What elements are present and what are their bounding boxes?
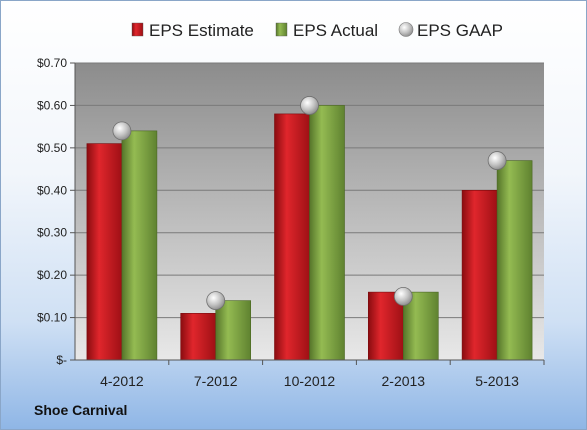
- x-category-label: 7-2012: [194, 373, 238, 389]
- eps-estimate-bar: [180, 313, 216, 361]
- y-tick-label: $0.60: [37, 98, 67, 112]
- x-axis: 4-2012 7-2012 10-2012 2-2013 5-2013: [75, 359, 545, 389]
- eps-actual-bar: [121, 130, 158, 361]
- eps-estimate-bar: [274, 113, 310, 361]
- legend-label: EPS GAAP: [417, 21, 503, 40]
- eps-estimate-bar: [86, 143, 123, 361]
- y-tick-label: $0.70: [37, 56, 67, 70]
- eps-gaap-marker: [206, 291, 226, 311]
- eps-estimate-bar: [461, 189, 498, 361]
- x-category-label: 5-2013: [475, 373, 519, 389]
- y-tick-label: $0.40: [37, 183, 67, 197]
- y-tick-label: $0.10: [37, 311, 67, 325]
- y-tick-label: $0.50: [37, 141, 67, 155]
- eps-gaap-marker: [300, 96, 319, 115]
- eps-actual-bar: [309, 105, 345, 361]
- legend-estimate-swatch: [131, 22, 144, 37]
- x-category-label: 10-2012: [284, 373, 336, 389]
- legend-label: EPS Actual: [293, 21, 378, 40]
- eps-actual-bar: [496, 160, 533, 361]
- y-tick-label: $0.20: [37, 268, 67, 282]
- company-name: Shoe Carnival: [34, 402, 128, 418]
- legend: EPS Estimate EPS Actual EPS GAAP: [131, 21, 503, 40]
- eps-gaap-marker: [393, 286, 413, 306]
- legend-label: EPS Estimate: [149, 21, 254, 40]
- legend-gaap-swatch: [398, 22, 414, 37]
- x-category-label: 2-2013: [382, 373, 426, 389]
- gaap-markers: [112, 96, 507, 311]
- eps-gaap-marker: [112, 121, 132, 141]
- y-tick-label: $0.30: [37, 226, 67, 240]
- eps-gaap-marker: [487, 151, 507, 170]
- x-category-label: 4-2012: [100, 373, 144, 389]
- legend-actual-swatch: [275, 22, 288, 37]
- y-tick-label: $-: [56, 353, 67, 367]
- eps-actual-bar: [215, 300, 251, 361]
- y-axis: $- $0.10 $0.20 $0.30 $0.40 $0.50 $0.60 $0.70: [37, 56, 76, 367]
